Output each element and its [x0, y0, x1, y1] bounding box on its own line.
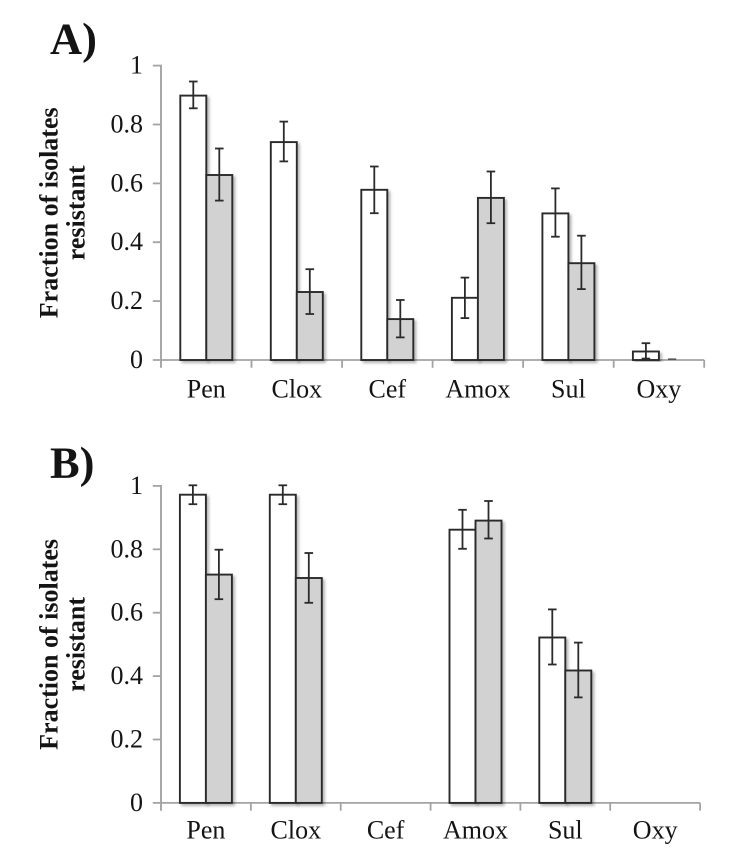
svg-text:Oxy: Oxy: [633, 815, 678, 844]
svg-text:0.4: 0.4: [111, 661, 144, 690]
svg-text:0.6: 0.6: [111, 168, 144, 197]
svg-text:Fraction of isolates: Fraction of isolates: [35, 107, 64, 318]
svg-text:1: 1: [130, 51, 143, 80]
svg-text:Cef: Cef: [367, 815, 405, 844]
svg-text:Oxy: Oxy: [637, 375, 682, 404]
svg-text:0.8: 0.8: [111, 110, 144, 139]
svg-text:resistant: resistant: [62, 165, 91, 260]
svg-text:Sul: Sul: [551, 375, 586, 404]
svg-text:resistant: resistant: [62, 597, 91, 692]
svg-text:0: 0: [130, 345, 143, 374]
svg-text:Pen: Pen: [186, 815, 225, 844]
svg-text:0.8: 0.8: [111, 534, 144, 563]
svg-text:Fraction of isolates: Fraction of isolates: [35, 539, 64, 750]
svg-text:Amox: Amox: [443, 815, 508, 844]
svg-text:0.6: 0.6: [111, 598, 144, 627]
svg-text:0.2: 0.2: [111, 286, 144, 315]
svg-text:0: 0: [130, 788, 143, 817]
svg-text:1: 1: [130, 471, 143, 500]
svg-text:0.2: 0.2: [111, 725, 144, 754]
svg-text:Cef: Cef: [369, 375, 407, 404]
svg-text:A): A): [50, 14, 97, 64]
svg-text:Amox: Amox: [445, 375, 510, 404]
svg-text:Sul: Sul: [548, 815, 583, 844]
svg-text:Pen: Pen: [187, 375, 226, 404]
svg-text:0.4: 0.4: [111, 227, 144, 256]
svg-text:Clox: Clox: [271, 815, 322, 844]
svg-text:Clox: Clox: [272, 375, 323, 404]
svg-text:B): B): [50, 437, 95, 487]
